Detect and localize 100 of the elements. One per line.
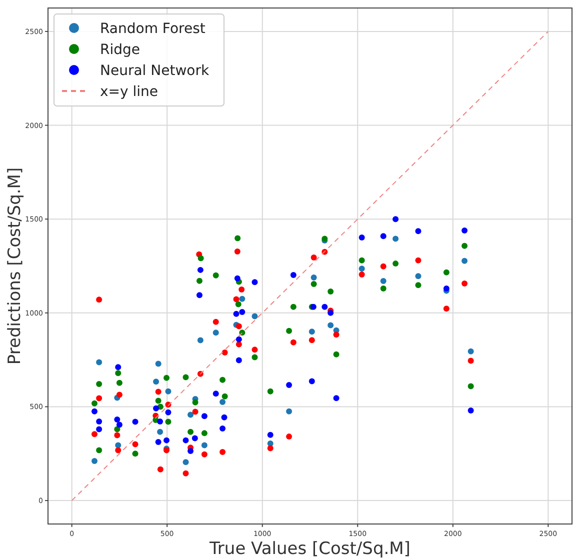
point	[236, 323, 242, 330]
point	[165, 409, 172, 416]
point	[415, 273, 422, 280]
point	[221, 414, 228, 420]
point	[233, 310, 240, 317]
point	[443, 306, 450, 312]
point	[91, 431, 98, 438]
point	[286, 434, 292, 440]
point	[222, 393, 228, 400]
point	[358, 271, 365, 278]
point	[234, 248, 240, 255]
point	[462, 228, 468, 234]
point	[286, 328, 292, 334]
point	[115, 364, 122, 370]
point	[164, 374, 170, 381]
point	[192, 408, 198, 415]
point	[116, 392, 122, 398]
point	[96, 359, 102, 366]
point	[220, 448, 226, 455]
point	[114, 416, 120, 422]
point	[197, 337, 204, 344]
point	[322, 304, 328, 310]
point	[96, 418, 102, 425]
point	[468, 358, 474, 364]
point	[220, 425, 226, 432]
legend-label: Ridge	[100, 42, 140, 58]
point	[443, 269, 450, 276]
point	[328, 322, 334, 328]
point	[182, 437, 189, 444]
point	[415, 228, 422, 234]
point	[132, 441, 138, 448]
point	[157, 466, 164, 472]
point	[234, 235, 241, 242]
point	[267, 445, 274, 452]
point	[252, 346, 258, 353]
point	[392, 260, 399, 267]
point	[115, 442, 122, 448]
point	[198, 255, 204, 262]
point	[267, 432, 274, 438]
point	[286, 382, 292, 388]
point	[252, 313, 258, 320]
point	[252, 279, 258, 286]
point	[235, 301, 242, 308]
point	[236, 336, 242, 342]
point	[468, 407, 474, 414]
point	[380, 278, 386, 284]
point	[116, 380, 122, 386]
point	[308, 378, 315, 384]
point	[252, 354, 258, 360]
y-axis-title: Predictions [Cost/Sq.M]	[5, 167, 25, 365]
point	[239, 296, 246, 302]
point	[212, 272, 219, 278]
point	[165, 418, 172, 425]
point	[212, 390, 219, 397]
point	[201, 430, 208, 436]
point	[201, 442, 208, 448]
point	[358, 257, 365, 264]
point	[290, 272, 296, 278]
point	[415, 282, 422, 288]
point	[462, 258, 468, 264]
point	[212, 330, 219, 336]
point	[182, 374, 189, 380]
point	[192, 435, 198, 442]
point	[96, 426, 102, 432]
point	[96, 447, 102, 454]
point	[468, 348, 474, 354]
point	[358, 266, 365, 272]
point	[182, 470, 189, 476]
point	[236, 341, 242, 348]
point	[165, 388, 172, 394]
point	[192, 399, 198, 406]
point	[196, 292, 202, 298]
point	[468, 383, 474, 390]
point	[91, 400, 98, 406]
point	[188, 428, 194, 435]
point	[91, 458, 98, 464]
point	[380, 263, 386, 270]
point	[153, 405, 160, 412]
point	[188, 412, 194, 418]
point	[233, 296, 240, 302]
point	[380, 233, 386, 240]
point	[115, 447, 122, 454]
point	[462, 242, 468, 249]
point	[328, 288, 334, 295]
point	[155, 398, 162, 404]
point	[310, 274, 317, 280]
point	[239, 308, 246, 315]
point	[155, 360, 162, 367]
point	[114, 432, 120, 438]
point	[236, 357, 242, 364]
point	[286, 408, 292, 414]
point	[155, 439, 162, 446]
point	[380, 286, 386, 292]
point	[115, 370, 122, 376]
point	[96, 395, 102, 402]
point	[201, 413, 208, 420]
point	[201, 451, 208, 458]
point	[96, 296, 102, 303]
legend-label: Neural Network	[100, 63, 210, 79]
point	[212, 318, 219, 325]
